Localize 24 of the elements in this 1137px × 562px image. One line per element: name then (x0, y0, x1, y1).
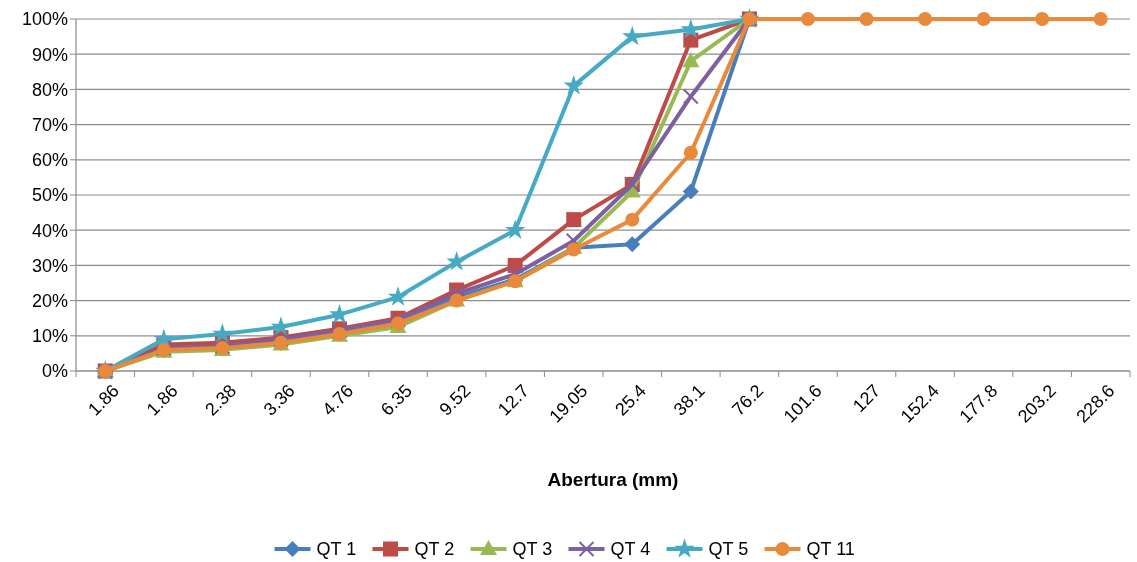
legend-label: QT 3 (512, 539, 553, 560)
y-tick-label: 10% (31, 326, 68, 347)
legend-label: QT 2 (414, 539, 455, 560)
x-tick-label: 76.2 (728, 380, 768, 420)
legend-label: QT 4 (610, 539, 651, 560)
y-tick-label: 40% (31, 220, 68, 241)
y-tick-label: 80% (31, 79, 68, 100)
y-tick-label: 30% (31, 255, 68, 276)
x-tick-label: 127 (848, 380, 885, 416)
x-tick-label: 4.76 (318, 380, 358, 420)
x-tick-label: 9.52 (435, 380, 475, 420)
x-tick-label: 38.1 (669, 380, 709, 420)
y-tick-label: 0% (41, 361, 68, 382)
legend-label: QT 11 (806, 539, 855, 560)
y-tick-label: 90% (31, 44, 68, 65)
y-tick-label: 70% (31, 114, 68, 135)
x-axis-title: Abertura (mm) (547, 469, 679, 490)
legend-label: QT 5 (708, 539, 749, 560)
y-tick-label: 20% (31, 290, 68, 311)
y-tick-label: 50% (31, 185, 68, 206)
y-tick-label: 100% (21, 9, 68, 30)
legend-label: QT 1 (316, 539, 357, 560)
y-tick-label: 60% (31, 150, 68, 171)
x-tick-label: 3.36 (259, 380, 299, 420)
